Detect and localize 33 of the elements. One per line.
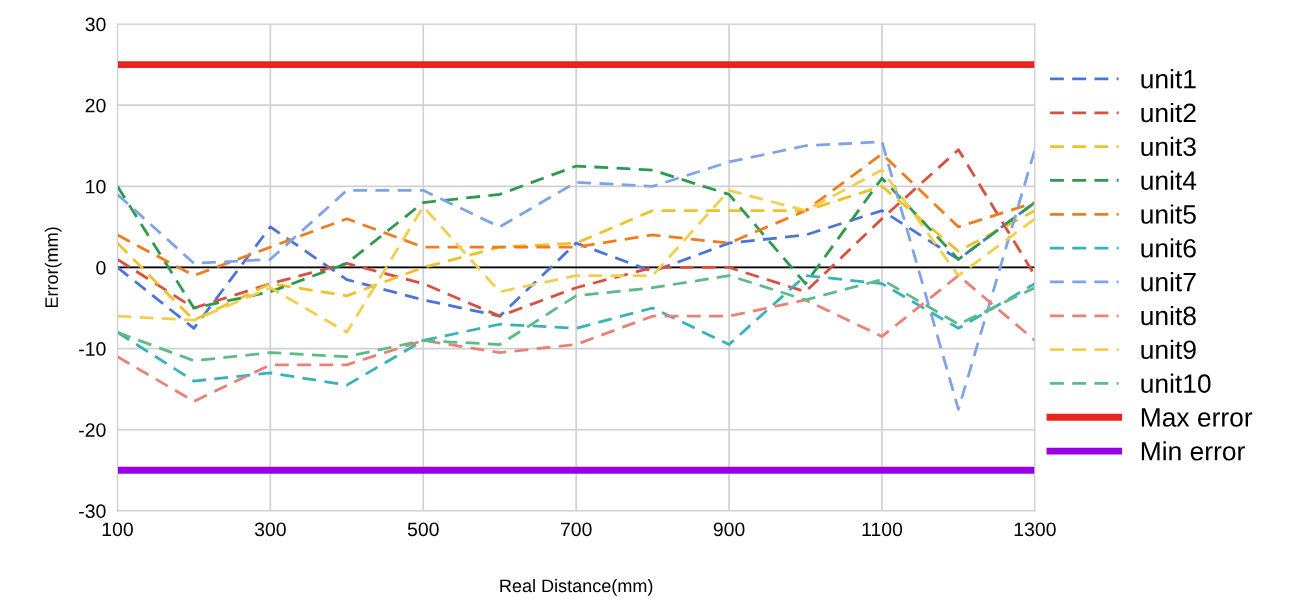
y-tick-label: 20 (85, 98, 106, 113)
y-axis-title: Error(mm) (44, 227, 62, 308)
x-tick-label: 900 (713, 522, 745, 537)
legend-label: unit7 (1141, 272, 1196, 292)
legend-label: unit6 (1141, 238, 1196, 258)
y-tick-label: 30 (85, 17, 106, 32)
y-tick-label: -30 (79, 504, 106, 519)
x-tick-label: 500 (407, 522, 439, 537)
y-tick-label: 0 (96, 260, 106, 275)
x-tick-label: 1300 (1014, 522, 1056, 537)
x-tick-label: 700 (560, 522, 592, 537)
y-tick-label: -10 (79, 342, 106, 356)
legend-label: unit4 (1141, 170, 1197, 190)
y-tick-label: -20 (79, 423, 106, 437)
x-tick-label: 1100 (862, 522, 903, 537)
line-series (117, 184, 1035, 322)
line-series (117, 152, 1035, 277)
line-series (117, 168, 1035, 334)
legend-label: Min error (1141, 441, 1245, 461)
x-axis-title: Real Distance(mm) (500, 578, 653, 596)
line-series (117, 140, 1035, 411)
legend-label: unit3 (1141, 136, 1196, 157)
x-tick-label: 100 (102, 522, 133, 537)
legend-label: unit9 (1141, 339, 1196, 360)
legend-label: Max error (1141, 408, 1253, 427)
x-tick-label: 300 (254, 522, 286, 537)
y-tick-label: 10 (86, 179, 106, 194)
legend-label: unit10 (1141, 373, 1211, 393)
legend-label: unit8 (1141, 305, 1196, 326)
legend-label: unit5 (1141, 204, 1196, 224)
legend-label: unit1 (1141, 69, 1196, 89)
legend-label: unit2 (1141, 102, 1196, 123)
line-series (117, 274, 1035, 363)
